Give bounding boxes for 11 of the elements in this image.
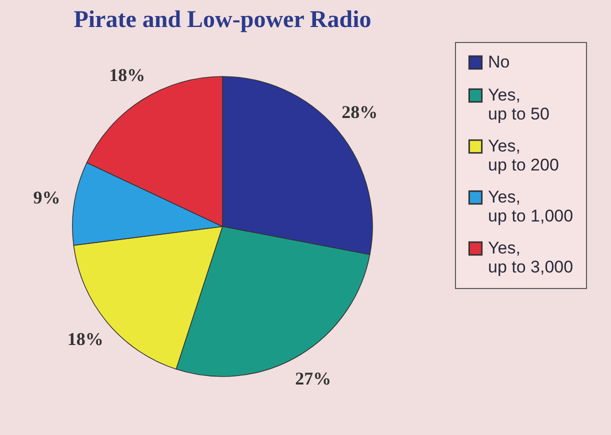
legend-label: Yes, up to 3,000 xyxy=(488,238,574,276)
data-label: 18% xyxy=(67,328,104,349)
data-label: 9% xyxy=(33,188,60,208)
legend-label: No xyxy=(488,52,510,72)
chart-title: Pirate and Low-power Radio xyxy=(74,7,372,33)
data-label: 28% xyxy=(342,102,378,122)
data-label: 27% xyxy=(295,368,332,389)
data-label: 18% xyxy=(109,65,146,86)
legend-label: Yes, up to 200 xyxy=(488,136,559,174)
legend-label: Yes, up to 50 xyxy=(488,86,550,124)
legend-label: Yes, up to 1,000 xyxy=(488,188,574,226)
